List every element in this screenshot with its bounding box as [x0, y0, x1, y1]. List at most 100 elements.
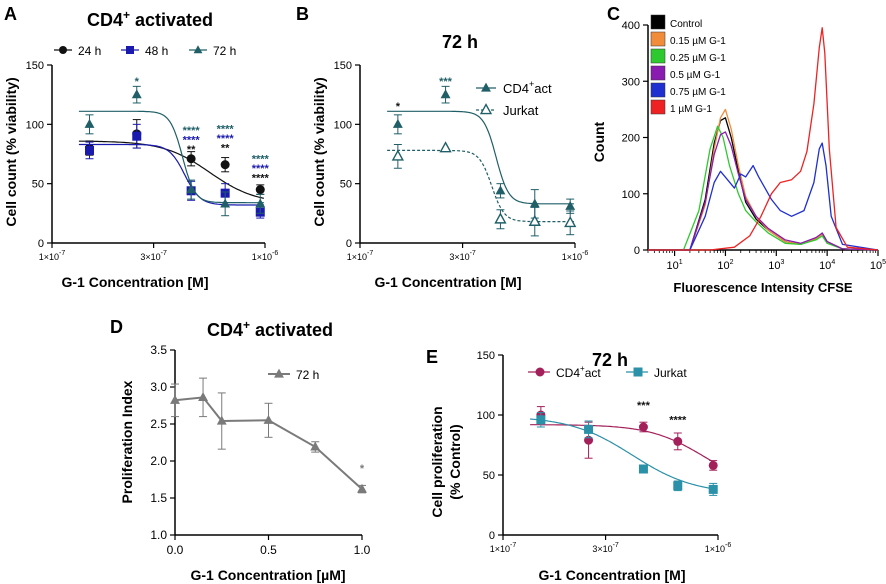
- legend-label: 0.25 µM G-1: [670, 53, 726, 64]
- data-point: [584, 424, 594, 434]
- y-tick-label: 50: [340, 179, 352, 191]
- data-point: [255, 185, 265, 195]
- fit-curve: [78, 140, 265, 199]
- significance-label: *: [135, 76, 140, 88]
- data-point: [708, 460, 718, 470]
- data-point: [673, 481, 683, 491]
- histogram-trace: [648, 142, 879, 251]
- panel-b: B 72 h G-1 Concentration [M] Cell count …: [296, 4, 588, 290]
- data-point: [132, 131, 142, 141]
- data-point: [310, 441, 321, 451]
- legend-label: 48 h: [145, 44, 168, 58]
- legend-swatch: [650, 31, 666, 47]
- panel-a-x-label: G-1 Concentration [M]: [62, 274, 209, 290]
- panel-e-title: 72 h: [592, 350, 628, 370]
- legend-label: 72 h: [213, 44, 236, 58]
- x-tick-label: 1×10-6: [252, 250, 279, 262]
- legend-label: 0.15 µM G-1: [670, 36, 726, 47]
- fit-curve: [530, 418, 718, 490]
- panel-b-y-label: Cell count (% viability): [311, 77, 327, 226]
- data-point: [440, 89, 451, 99]
- data-point: [84, 118, 95, 128]
- panel-e-y-label: Cell proliferation (% Control): [429, 406, 463, 517]
- legend-swatch: [650, 82, 666, 98]
- y-tick-label: 100: [26, 119, 44, 131]
- y-tick-label: 150: [26, 60, 44, 72]
- data-point: [536, 415, 546, 425]
- legend-label: CD4+act: [556, 364, 601, 380]
- panel-d: D CD4+ activated G-1 Concentration [µM] …: [110, 317, 371, 583]
- histogram-trace: [648, 27, 879, 251]
- y-tick-label: 100: [477, 410, 495, 422]
- x-tick-label: 1×10-6: [562, 250, 589, 262]
- panel-c-x-label: Fluorescence Intensity CFSE: [673, 280, 852, 295]
- data-point: [186, 184, 197, 194]
- panel-d-title: CD4+ activated: [207, 318, 333, 340]
- series-line: [174, 396, 363, 490]
- x-tick-label: 3×10-7: [140, 250, 167, 262]
- significance-label: ****: [252, 172, 270, 184]
- panel-a: A CD4+ activated G-1 Concentration [M] C…: [3, 4, 278, 290]
- legend-marker: [193, 45, 203, 54]
- legend-label: 24 h: [78, 44, 101, 58]
- legend-label: Jurkat: [654, 366, 687, 380]
- panel-e-label: E: [426, 347, 438, 367]
- data-point: [564, 215, 577, 228]
- y-tick-label: 300: [622, 76, 640, 88]
- y-tick-label: 1.0: [150, 528, 167, 542]
- data-point: [263, 414, 274, 424]
- data-point: [357, 483, 367, 493]
- x-tick-label: 1.0: [354, 543, 371, 557]
- x-tick-label: 102: [717, 259, 733, 272]
- significance-label: ****: [252, 163, 270, 175]
- data-point: [392, 118, 403, 128]
- legend-label: 0.75 µM G-1: [670, 87, 726, 98]
- significance-label: ****: [183, 134, 201, 146]
- legend-label: 72 h: [296, 368, 319, 382]
- histogram-trace: [648, 125, 879, 251]
- y-tick-label: 0: [489, 530, 495, 542]
- legend-swatch: [650, 48, 666, 64]
- x-tick-label: 101: [667, 259, 683, 272]
- panel-e-x-label: G-1 Concentration [M]: [539, 567, 686, 583]
- data-point: [638, 422, 648, 432]
- data-point: [494, 212, 507, 224]
- y-tick-label: 3.5: [150, 343, 167, 357]
- y-tick-label: 400: [622, 20, 640, 32]
- legend-swatch: [650, 65, 666, 81]
- data-point: [708, 484, 718, 494]
- y-tick-label: 150: [477, 350, 495, 362]
- y-tick-label: 0: [634, 245, 640, 257]
- y-tick-label: 200: [622, 133, 640, 145]
- significance-label: ****: [183, 125, 201, 137]
- y-tick-label: 100: [622, 189, 640, 201]
- legend-marker: [59, 46, 67, 54]
- data-point: [220, 160, 230, 170]
- data-point: [439, 141, 452, 153]
- panel-a-y-label: Cell count (% viability): [3, 77, 19, 226]
- data-point: [565, 200, 576, 210]
- data-point: [391, 149, 404, 161]
- data-point: [186, 154, 196, 164]
- significance-label: ****: [217, 133, 235, 145]
- y-tick-label: 2.5: [150, 417, 167, 431]
- y-tick-label: 0: [38, 238, 44, 250]
- significance-label: ****: [217, 124, 235, 136]
- panel-b-x-label: G-1 Concentration [M]: [375, 274, 522, 290]
- legend-marker: [481, 82, 491, 92]
- data-point: [528, 214, 541, 226]
- legend-marker: [633, 367, 643, 377]
- data-point: [170, 394, 180, 404]
- x-tick-label: 0.5: [260, 543, 277, 557]
- histogram-trace: [648, 131, 879, 251]
- fit-curve: [530, 424, 718, 465]
- panel-c: C Fluorescence Intensity CFSE Count 101 1…: [591, 4, 886, 295]
- significance-label: **: [187, 144, 196, 156]
- data-point: [529, 198, 540, 208]
- data-point: [255, 198, 266, 208]
- panel-b-title: 72 h: [442, 32, 478, 52]
- x-tick-label: 105: [870, 259, 886, 272]
- legend-swatch: [650, 99, 666, 115]
- panel-e: E 72 h G-1 Concentration [M] Cell prolif…: [426, 347, 731, 583]
- significance-label: *: [360, 463, 365, 475]
